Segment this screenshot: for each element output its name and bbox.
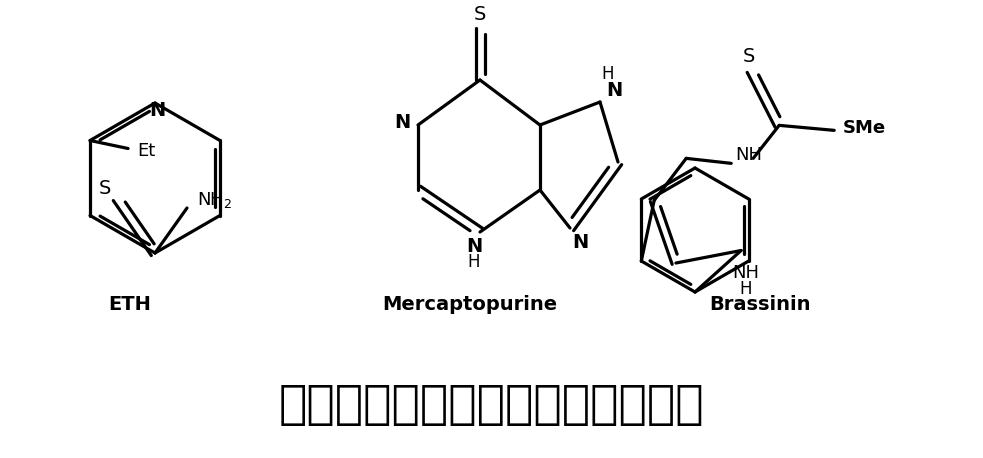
Text: N: N [606,81,622,99]
Text: N: N [148,102,165,120]
Text: Et: Et [137,142,155,159]
Text: H: H [602,65,614,83]
Text: S: S [743,47,755,66]
Text: ETH: ETH [108,295,151,315]
Text: Mercaptopurine: Mercaptopurine [382,295,557,315]
Text: S: S [474,5,487,23]
Text: SMe: SMe [842,120,886,137]
Text: N: N [394,114,410,132]
Text: NH$_2$: NH$_2$ [198,190,233,210]
Text: N: N [572,233,588,251]
Text: NH: NH [732,263,760,282]
Text: H: H [468,253,481,271]
Text: S: S [99,179,111,197]
Text: N: N [466,236,482,256]
Text: NH: NH [735,147,763,164]
Text: Brassinin: Brassinin [710,295,811,315]
Text: H: H [740,279,752,298]
Text: 含硫代酰胺结构的医药和农药分子: 含硫代酰胺结构的医药和农药分子 [278,382,704,427]
